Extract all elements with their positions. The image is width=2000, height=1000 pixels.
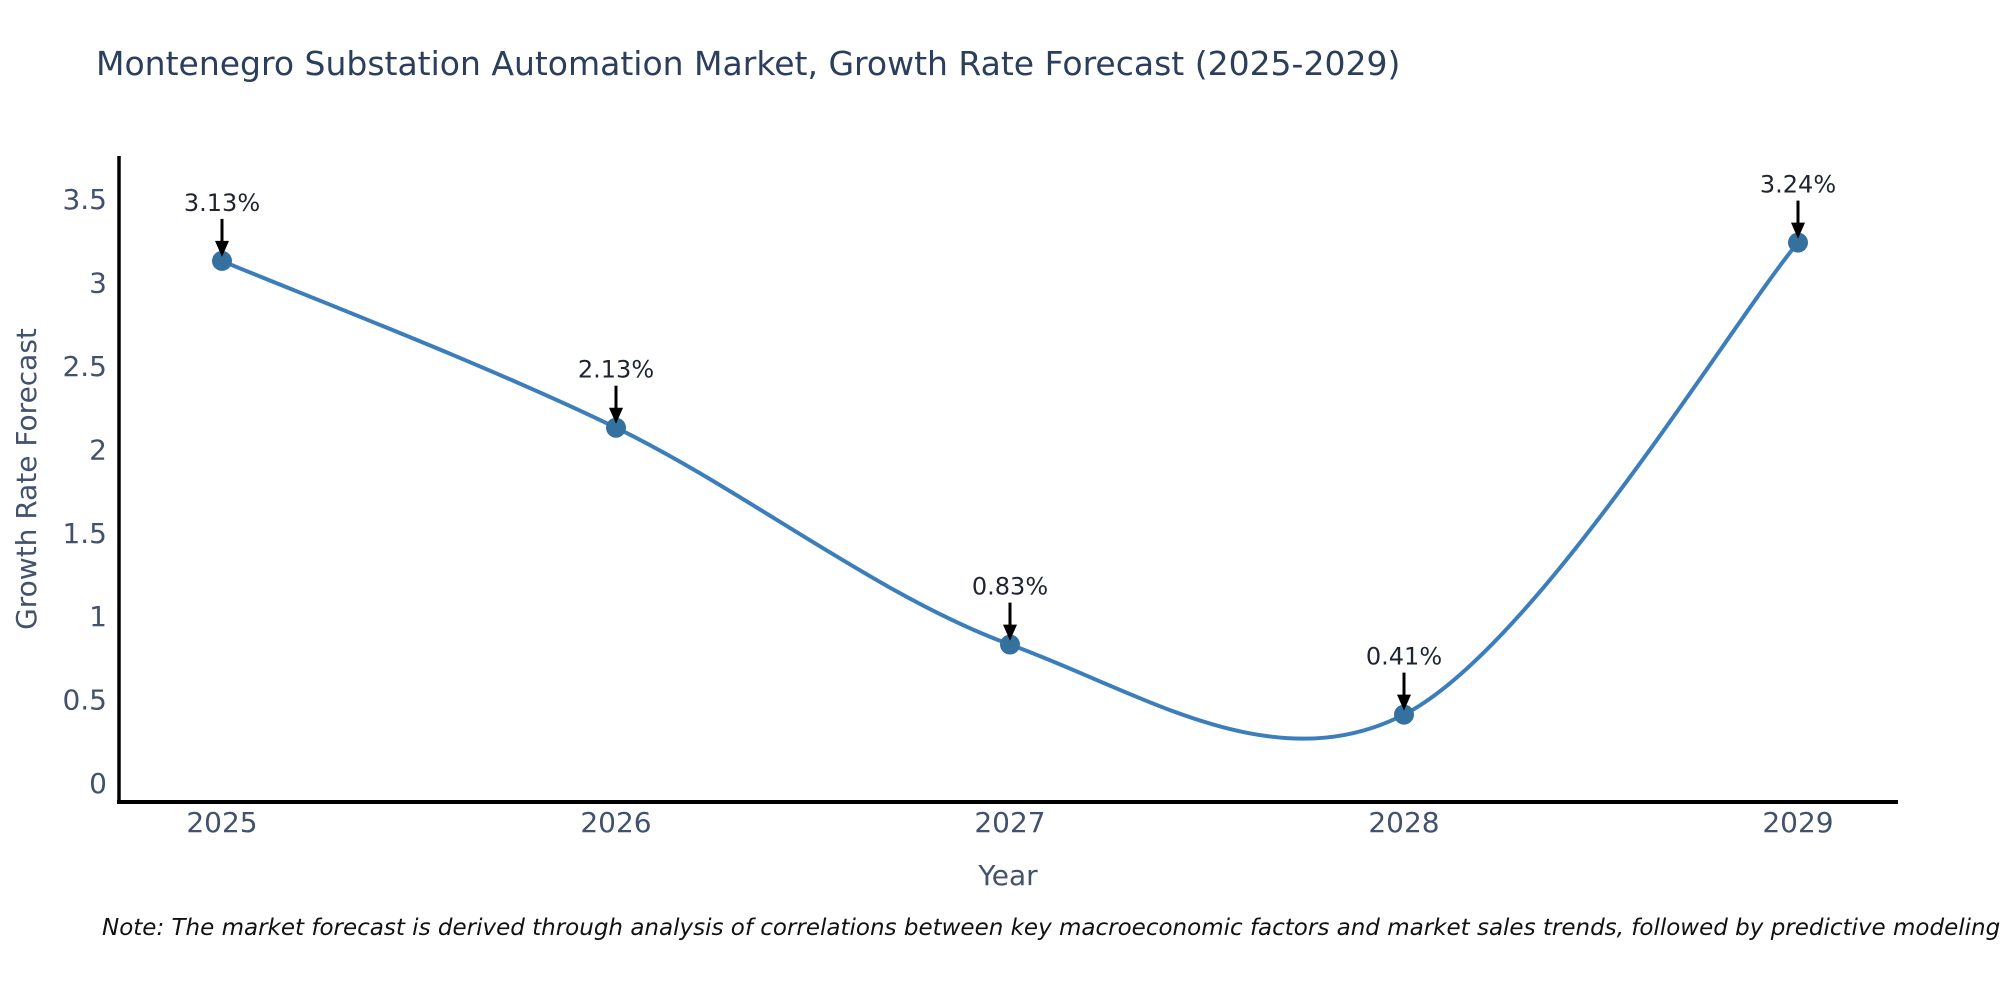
y-tick-label: 0 [89, 767, 107, 800]
annotation-arrow-head [215, 240, 229, 257]
footnote-text: Note: The market forecast is derived thr… [102, 915, 2000, 941]
y-tick-label: 2 [89, 433, 107, 466]
y-tick-label: 1 [89, 600, 107, 633]
y-tick-label: 1.5 [62, 517, 107, 550]
point-annotation-label: 2.13% [578, 356, 654, 384]
chart-title: Montenegro Substation Automation Market,… [96, 44, 1401, 83]
y-axis-title: Growth Rate Forecast [10, 328, 43, 630]
x-tick-label: 2026 [580, 806, 651, 839]
y-tick-label: 3.5 [62, 183, 107, 216]
data-point[interactable] [1788, 232, 1808, 253]
x-tick-label: 2027 [974, 806, 1045, 839]
annotation-arrow-head [1397, 694, 1411, 711]
x-tick-label: 2029 [1762, 806, 1833, 839]
data-point[interactable] [1000, 634, 1020, 655]
y-tick-label: 0.5 [62, 684, 107, 717]
y-tick-label: 3 [89, 267, 107, 300]
annotation-arrow-head [1003, 624, 1017, 641]
point-annotation-label: 0.41% [1366, 643, 1442, 671]
x-tick-label: 2028 [1368, 806, 1439, 839]
point-annotation-label: 3.13% [184, 189, 260, 217]
series-line [220, 240, 1800, 741]
data-point[interactable] [1394, 704, 1414, 725]
x-axis-title: Year [977, 859, 1038, 892]
annotation-arrow-head [1791, 222, 1805, 239]
y-tick-label: 2.5 [62, 350, 107, 383]
data-point[interactable] [606, 417, 626, 438]
annotation-arrow-head [609, 407, 623, 424]
data-point[interactable] [212, 250, 232, 271]
point-annotation-label: 0.83% [972, 573, 1048, 601]
x-tick-label: 2025 [186, 806, 257, 839]
footnote: Note: The market forecast is derived thr… [102, 915, 2000, 960]
point-annotation-label: 3.24% [1760, 171, 1836, 199]
